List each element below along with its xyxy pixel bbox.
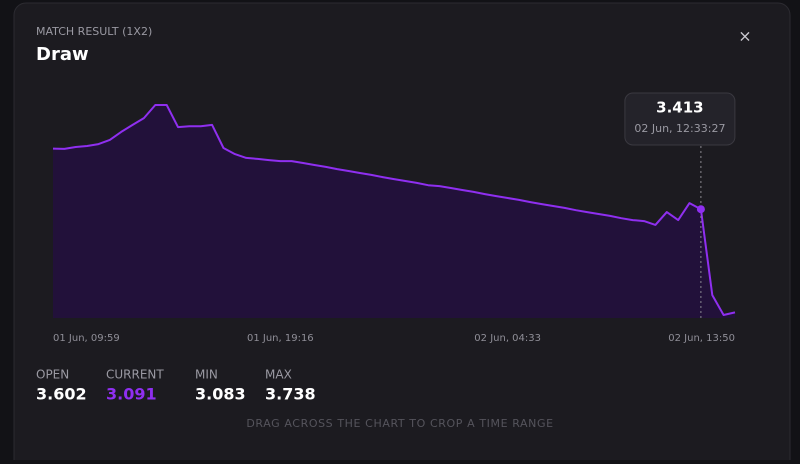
x-tick-label: 02 Jun, 13:50 xyxy=(668,333,735,344)
area xyxy=(53,105,735,318)
close-button[interactable]: × xyxy=(738,27,751,46)
modal-subtitle: MATCH RESULT (1X2) xyxy=(36,25,152,38)
x-tick-label: 01 Jun, 09:59 xyxy=(53,333,120,344)
modal-title: Draw xyxy=(36,44,89,65)
tooltip-time: 02 Jun, 12:33:27 xyxy=(634,122,725,135)
hover-dot xyxy=(696,205,705,214)
line xyxy=(52,104,736,316)
stat-value: 3.602 xyxy=(36,385,87,404)
stat-value: 3.083 xyxy=(195,385,246,404)
stat-value: 3.738 xyxy=(265,385,316,404)
hint: DRAG ACROSS THE CHART TO CROP A TIME RAN… xyxy=(246,417,553,430)
stat-label: OPEN xyxy=(36,368,69,382)
tooltip-value: 3.413 xyxy=(656,99,703,117)
stat-label: MIN xyxy=(195,368,218,382)
x-tick-label: 01 Jun, 19:16 xyxy=(247,333,314,344)
tooltip-box xyxy=(624,92,736,146)
stat-label: CURRENT xyxy=(106,368,164,382)
stat-value: 3.091 xyxy=(106,385,157,404)
stat-label: MAX xyxy=(265,368,292,382)
x-tick-label: 02 Jun, 04:33 xyxy=(474,333,541,344)
